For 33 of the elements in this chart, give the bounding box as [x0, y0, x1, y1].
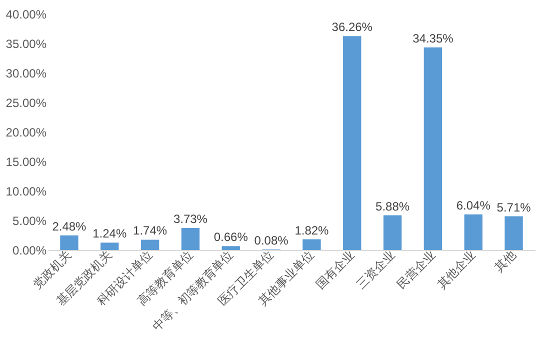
data-label: 0.08% [254, 234, 289, 248]
x-tick-label: 其他 [492, 248, 519, 274]
bar [343, 36, 362, 250]
bar [222, 246, 240, 250]
data-label: 3.73% [173, 212, 208, 226]
bar [181, 228, 200, 250]
data-label: 1.24% [92, 226, 127, 241]
y-tick-label: 30.00% [6, 66, 47, 80]
bar [140, 240, 160, 250]
data-label: 36.26% [332, 20, 373, 34]
y-tick-label: 15.00% [6, 155, 47, 169]
bar [100, 242, 119, 250]
data-label: 1.74% [133, 224, 168, 238]
y-tick-label: 40.00% [6, 8, 47, 22]
data-label: 5.71% [496, 200, 532, 214]
data-label: 2.48% [52, 219, 87, 234]
y-tick-label: 20.00% [6, 126, 47, 140]
bar [424, 47, 442, 250]
y-tick-label: 35.00% [6, 37, 47, 51]
bar [383, 215, 402, 250]
bar [60, 235, 78, 250]
bar [464, 214, 482, 250]
y-tick-label: 25.00% [6, 96, 47, 110]
data-label: 1.82% [294, 223, 330, 238]
bar [504, 216, 523, 250]
data-label: 34.35% [412, 31, 454, 46]
bar [302, 239, 321, 250]
y-tick-label: 0.00% [12, 244, 47, 258]
y-tick-label: 5.00% [12, 214, 47, 228]
data-label: 0.66% [214, 230, 248, 244]
y-tick-label: 10.00% [6, 184, 47, 198]
data-label: 6.04% [456, 198, 491, 212]
data-label: 5.88% [376, 199, 410, 214]
